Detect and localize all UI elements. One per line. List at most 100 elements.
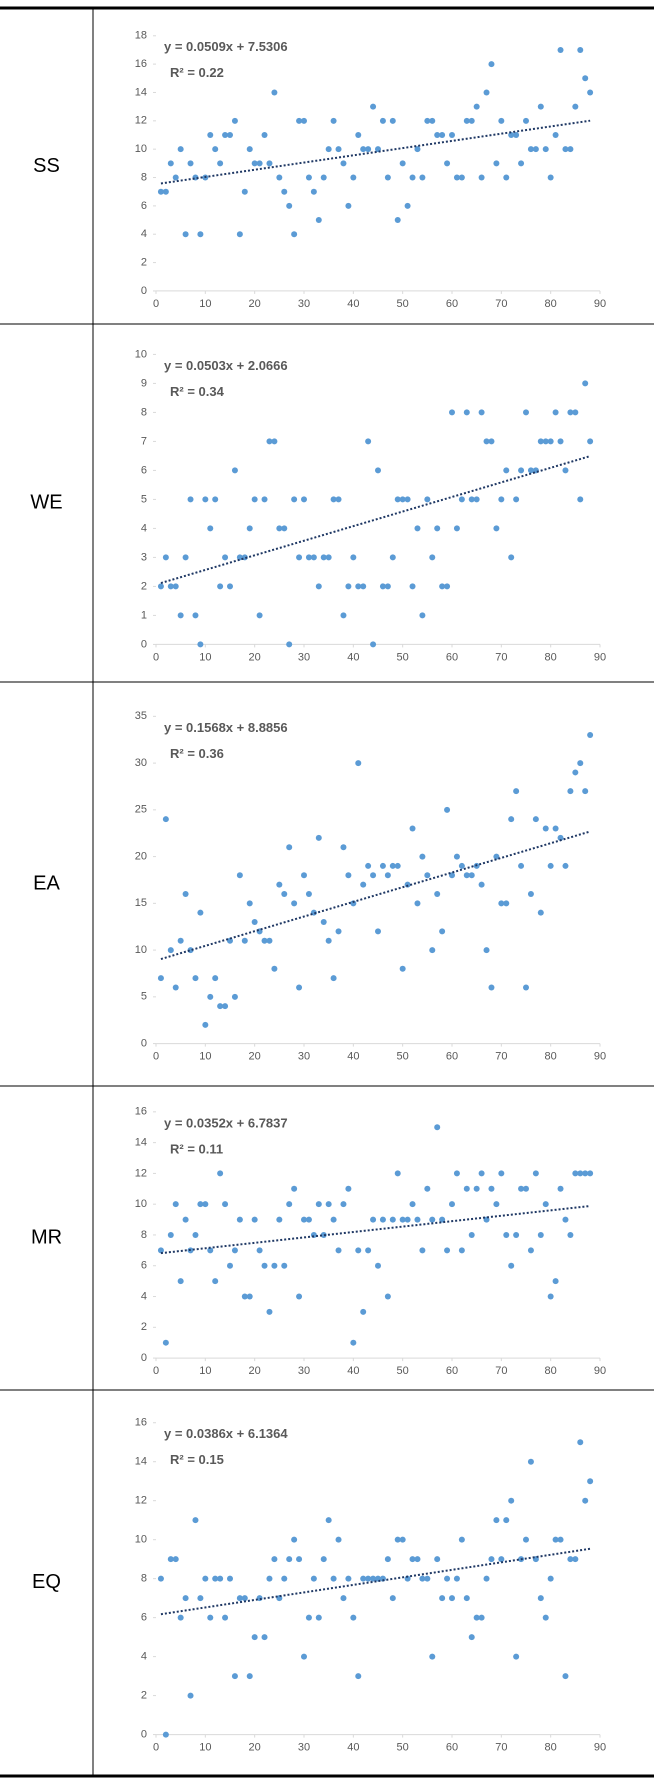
x-tick-label: 80 xyxy=(545,651,557,663)
point xyxy=(429,947,436,954)
point xyxy=(478,881,485,888)
point xyxy=(207,525,214,532)
point xyxy=(429,1653,436,1660)
x-tick-label: 20 xyxy=(249,1365,261,1377)
point xyxy=(444,1575,451,1582)
point xyxy=(587,1478,594,1485)
point xyxy=(449,1595,455,1602)
point xyxy=(503,1517,510,1524)
point xyxy=(458,1536,465,1543)
point xyxy=(315,1614,322,1621)
point xyxy=(291,1185,298,1192)
point xyxy=(582,380,589,387)
point xyxy=(587,1170,594,1177)
point xyxy=(246,1673,253,1680)
point xyxy=(192,612,199,619)
point xyxy=(246,900,253,907)
point xyxy=(330,1216,337,1223)
y-tick-label: 3 xyxy=(141,551,147,563)
y-tick-label: 16 xyxy=(135,1106,147,1118)
x-tick-label: 30 xyxy=(298,1741,310,1753)
point xyxy=(414,525,421,532)
x-tick-label: 30 xyxy=(298,651,310,663)
y-tick-label: 4 xyxy=(141,1651,147,1663)
point xyxy=(301,872,307,879)
x-tick-label: 30 xyxy=(298,298,310,310)
point xyxy=(473,103,480,110)
point xyxy=(246,1293,253,1300)
point xyxy=(355,1673,362,1680)
x-tick-label: 40 xyxy=(347,298,359,310)
point xyxy=(202,1201,209,1208)
point xyxy=(236,554,243,561)
point xyxy=(458,174,465,181)
point xyxy=(424,1185,431,1192)
point xyxy=(340,1595,347,1602)
x-tick-label: 90 xyxy=(594,651,606,663)
point xyxy=(261,132,268,138)
point xyxy=(409,1201,416,1208)
point xyxy=(513,788,520,795)
point xyxy=(399,965,406,972)
point xyxy=(468,117,475,124)
point xyxy=(360,146,367,153)
point xyxy=(286,1556,293,1563)
point xyxy=(355,132,362,138)
point xyxy=(394,862,401,869)
point xyxy=(172,1556,179,1563)
point xyxy=(202,1575,209,1582)
point xyxy=(207,1614,214,1621)
x-tick-label: 90 xyxy=(594,298,606,310)
point xyxy=(172,1201,179,1208)
row-label: MR xyxy=(31,1226,62,1248)
y-tick-label: 8 xyxy=(141,171,147,183)
point xyxy=(167,1231,174,1238)
point xyxy=(177,1278,184,1285)
point xyxy=(552,409,559,416)
point xyxy=(582,788,589,795)
x-tick-label: 20 xyxy=(249,651,261,663)
point xyxy=(552,1536,559,1543)
point xyxy=(458,1247,465,1254)
point xyxy=(424,117,431,124)
point xyxy=(478,1614,485,1621)
x-tick-label: 40 xyxy=(347,1365,359,1377)
y-tick-label: 18 xyxy=(135,30,147,42)
y-tick-label: 6 xyxy=(141,200,147,212)
point xyxy=(424,872,431,879)
trendline-equation: y = 0.1568x + 8.8856 xyxy=(164,720,288,735)
x-tick-label: 0 xyxy=(153,1050,159,1062)
point xyxy=(567,1556,574,1563)
point xyxy=(453,174,460,181)
point xyxy=(532,146,539,153)
x-tick-label: 10 xyxy=(199,298,211,310)
point xyxy=(315,583,322,590)
point xyxy=(449,132,455,138)
point xyxy=(537,1595,544,1602)
point xyxy=(444,1247,451,1254)
point xyxy=(394,496,401,503)
point xyxy=(419,853,426,860)
point xyxy=(365,1575,372,1582)
y-tick-label: 12 xyxy=(135,115,147,127)
point xyxy=(453,853,460,860)
point xyxy=(231,993,238,1000)
point xyxy=(503,467,510,474)
point xyxy=(172,174,179,181)
x-tick-label: 0 xyxy=(153,1365,159,1377)
point xyxy=(291,1536,298,1543)
point xyxy=(320,174,327,181)
point xyxy=(419,1247,426,1254)
point xyxy=(335,1536,342,1543)
r-squared: R² = 0.15 xyxy=(170,1452,224,1467)
point xyxy=(488,1185,495,1192)
point xyxy=(370,641,377,648)
point xyxy=(177,937,184,944)
point xyxy=(261,496,268,503)
trendline-equation: y = 0.0503x + 2.0666 xyxy=(164,358,288,373)
point xyxy=(310,188,317,195)
point xyxy=(518,467,525,474)
point xyxy=(439,928,446,935)
point xyxy=(409,825,416,832)
y-tick-label: 2 xyxy=(141,580,147,592)
